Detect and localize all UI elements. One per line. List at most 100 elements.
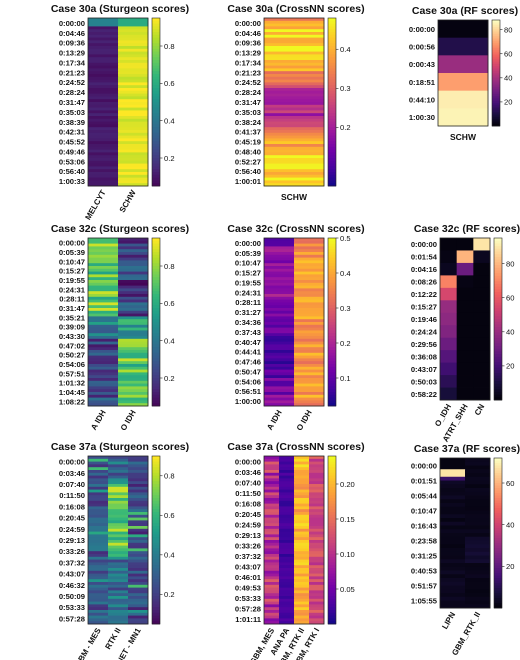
heatmap-cell (88, 556, 109, 560)
colorbar-segment (328, 607, 336, 611)
heatmap-cell (456, 387, 474, 401)
heatmap-frame (263, 455, 325, 625)
heatmap-cell (473, 375, 491, 388)
heatmap-cell (88, 121, 119, 125)
panel-title: Case 32c (RF scores) (414, 223, 520, 235)
heatmap-cell (88, 573, 109, 577)
heatmap-cell (118, 107, 149, 111)
heatmap-cell (294, 338, 325, 342)
heatmap-cell (128, 545, 149, 549)
heatmap-cell (264, 26, 325, 30)
heatmap-cell (279, 587, 295, 591)
row-label: 0:42:31 (59, 128, 86, 137)
colorbar-segment (494, 600, 502, 604)
colorbar-segment (492, 76, 500, 79)
heatmap-cell (294, 254, 325, 258)
colorbar-segment (152, 593, 160, 597)
row-label: 0:35:03 (59, 108, 85, 117)
colorbar-segment (494, 343, 502, 347)
heatmap-cell (264, 163, 325, 167)
colorbar-segment (152, 542, 160, 546)
heatmap-cell (128, 570, 149, 574)
heatmap-cell (440, 312, 458, 326)
row-label: 0:37:32 (59, 558, 85, 567)
heatmap-cell (118, 76, 149, 80)
colorbar-segment (492, 58, 500, 62)
heatmap-cell (88, 43, 119, 47)
row-label: 0:31:47 (235, 98, 261, 107)
colorbar-segment (152, 386, 160, 390)
colorbar-segment (328, 341, 336, 345)
heatmap-cell (294, 456, 310, 460)
heatmap-cell (264, 90, 325, 94)
heatmap-cell (264, 498, 280, 502)
colorbar-segment (152, 152, 160, 156)
colorbar-frame (493, 237, 503, 401)
heatmap-cell (264, 526, 280, 530)
colorbar-segment (494, 375, 502, 379)
heatmap-cell (264, 486, 280, 490)
heatmap-cell (118, 364, 149, 368)
heatmap-cell (88, 169, 119, 173)
heatmap-cell (456, 362, 474, 376)
heatmap-cell (264, 48, 325, 52)
heatmap-cell (128, 610, 149, 614)
heatmap-cell (118, 257, 149, 261)
column-label: O IDH (119, 408, 138, 432)
row-label: 0:15:27 (59, 267, 85, 276)
colorbar-segment (492, 55, 500, 58)
heatmap-cell (473, 362, 491, 376)
heatmap-cell (128, 601, 149, 605)
heatmap-cell (118, 319, 149, 323)
heatmap-cell (118, 282, 149, 286)
colorbar-segment (152, 141, 160, 145)
heatmap-cell (88, 20, 119, 24)
heatmap-cell (264, 587, 280, 591)
heatmap-cell (88, 545, 109, 549)
colorbar-segment (492, 78, 500, 81)
heatmap-cell (88, 612, 109, 616)
heatmap-cell (279, 475, 295, 479)
row-label: 0:47:02 (59, 341, 85, 350)
colorbar-segment (328, 65, 336, 69)
colorbar-segment (494, 373, 502, 377)
heatmap-cell (118, 310, 149, 314)
colorbar-segment (494, 289, 502, 293)
colorbar-segment (328, 596, 336, 600)
colorbar-segment (328, 548, 336, 552)
colorbar-segment (152, 130, 160, 134)
colorbar-segment (494, 465, 502, 469)
colorbar-segment (328, 319, 336, 323)
heatmap-cell (118, 246, 149, 250)
colorbar-segment (328, 79, 336, 83)
heatmap-cell (264, 517, 280, 521)
colorbar-segment (152, 313, 160, 317)
heatmap-cell (279, 570, 295, 574)
heatmap-cell (264, 130, 325, 134)
heatmap-cell (294, 386, 325, 390)
row-label: 0:28:11 (59, 295, 86, 304)
colorbar-segment (152, 124, 160, 128)
colorbar-segment (152, 380, 160, 384)
row-label: 0:16:08 (59, 502, 85, 511)
heatmap-cell (264, 593, 280, 597)
colorbar-segment (328, 149, 336, 153)
colorbar-segment (492, 104, 500, 107)
colorbar-segment (152, 155, 160, 159)
heatmap-cell (465, 600, 491, 605)
heatmap-cell (264, 54, 325, 58)
heatmap-cell (118, 102, 149, 106)
heatmap-cell (264, 88, 325, 92)
colorbar-segment (152, 46, 160, 50)
heatmap-cell (440, 506, 466, 511)
heatmap-cell (264, 18, 325, 22)
row-label: 0:24:52 (59, 78, 85, 87)
heatmap-cell (294, 458, 310, 462)
colorbar-segment (152, 257, 160, 261)
colorbar-segment (328, 32, 336, 36)
colorbar-segment (328, 23, 336, 27)
row-label: 0:47:46 (235, 358, 261, 367)
heatmap-cell (108, 478, 129, 482)
heatmap-cell (294, 475, 310, 479)
row-label: 0:43:07 (411, 365, 437, 374)
